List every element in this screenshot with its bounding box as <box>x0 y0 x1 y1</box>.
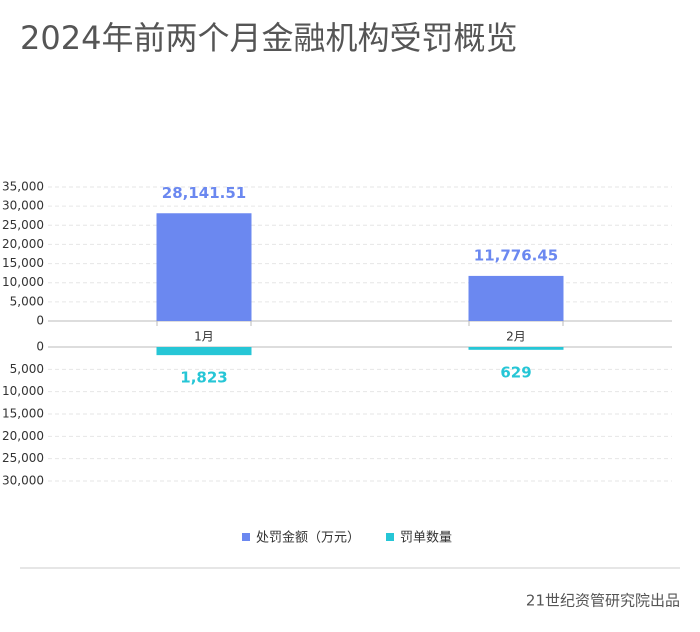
legend-label: 处罚金额（万元） <box>256 530 360 546</box>
value-label: 11,776.45 <box>474 246 558 264</box>
value-label: 28,141.51 <box>162 184 246 202</box>
y-tick-label: 30,000 <box>2 474 44 488</box>
y-tick-label: 20,000 <box>2 429 44 443</box>
y-tick-label: 0 <box>36 340 44 354</box>
y-tick-label: 5,000 <box>10 362 44 376</box>
chart-title: 2024年前两个月金融机构受罚概览 <box>20 19 517 57</box>
y-tick-label: 15,000 <box>2 256 44 270</box>
legend-label: 罚单数量 <box>400 531 452 546</box>
y-tick-label: 25,000 <box>2 218 44 232</box>
x-tick-label: 2月 <box>506 330 526 344</box>
legend-swatch <box>242 533 250 541</box>
bar <box>156 213 252 321</box>
bar <box>468 275 564 321</box>
y-tick-label: 5,000 <box>10 294 44 308</box>
value-label: 1,823 <box>180 369 227 387</box>
y-tick-label: 25,000 <box>2 451 44 465</box>
y-tick-label: 10,000 <box>2 384 44 398</box>
value-label: 629 <box>500 363 531 381</box>
y-tick-label: 30,000 <box>2 199 44 213</box>
bar <box>468 347 564 350</box>
x-tick-label: 1月 <box>194 330 214 344</box>
y-tick-label: 15,000 <box>2 407 44 421</box>
y-tick-label: 20,000 <box>2 237 44 251</box>
footer: 21世纪资管研究院出品 <box>526 592 680 610</box>
y-tick-label: 0 <box>36 314 44 328</box>
bar <box>156 347 252 356</box>
y-tick-label: 10,000 <box>2 275 44 289</box>
legend-swatch <box>386 533 394 541</box>
y-tick-label: 35,000 <box>2 180 44 194</box>
